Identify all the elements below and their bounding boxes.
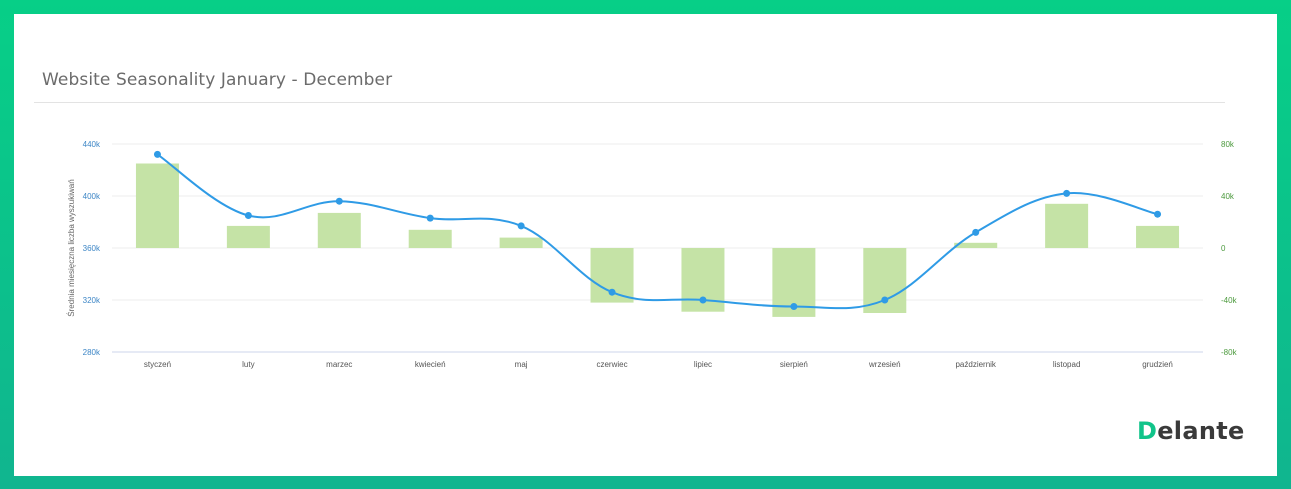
line-point bbox=[972, 228, 980, 236]
x-axis-tick-label: marzec bbox=[326, 360, 352, 369]
left-axis-tick-label: 320k bbox=[83, 296, 101, 305]
left-axis-tick-label: 440k bbox=[83, 140, 101, 149]
line-point bbox=[244, 212, 252, 219]
left-axis-title: Średnia miesięczna liczba wyszukiwań bbox=[67, 179, 76, 316]
left-axis-tick-label: 360k bbox=[83, 244, 101, 253]
x-axis-tick-label: październik bbox=[955, 360, 996, 369]
line-point bbox=[1154, 210, 1162, 218]
title-divider bbox=[34, 102, 1225, 103]
x-axis-tick-label: styczeń bbox=[144, 360, 171, 369]
x-axis-tick-label: czerwiec bbox=[596, 360, 627, 369]
right-axis-tick-label: 0 bbox=[1221, 244, 1226, 253]
right-axis-tick-label: -40k bbox=[1221, 296, 1238, 305]
bar bbox=[317, 212, 361, 248]
bar bbox=[135, 163, 179, 248]
x-axis-tick-label: kwiecień bbox=[415, 360, 446, 369]
line-point bbox=[517, 222, 525, 230]
bar bbox=[1045, 203, 1089, 248]
line-point bbox=[335, 197, 343, 205]
x-axis-tick-label: wrzesień bbox=[868, 360, 901, 369]
series-line bbox=[156, 153, 1158, 310]
right-axis-tick-label: 40k bbox=[1221, 192, 1235, 201]
x-axis-tick-label: sierpień bbox=[780, 360, 808, 369]
x-axis-tick-label: maj bbox=[515, 360, 528, 369]
delante-logo: Delante bbox=[1137, 417, 1245, 445]
x-axis-tick-label: listopad bbox=[1053, 360, 1081, 369]
left-axis-tick-label: 400k bbox=[83, 192, 101, 201]
right-axis-tick-label: -80k bbox=[1221, 348, 1238, 357]
line-point bbox=[608, 288, 616, 296]
bar bbox=[1136, 225, 1180, 248]
line-point bbox=[153, 150, 161, 158]
right-axis-tick-label: 80k bbox=[1221, 140, 1235, 149]
x-axis-tick-label: grudzień bbox=[1142, 360, 1173, 369]
line-point bbox=[1063, 189, 1071, 197]
bar bbox=[226, 225, 270, 248]
x-axis-tick-label: lipiec bbox=[694, 360, 712, 369]
bar bbox=[954, 242, 998, 248]
line-point bbox=[881, 296, 889, 304]
line-point bbox=[426, 214, 434, 222]
line-point bbox=[790, 303, 798, 310]
line-point bbox=[699, 296, 707, 304]
x-axis-tick-label: luty bbox=[242, 360, 254, 369]
chart-title: Website Seasonality January - December bbox=[42, 70, 393, 90]
bar bbox=[408, 229, 452, 248]
left-axis-tick-label: 280k bbox=[83, 348, 101, 357]
bar bbox=[499, 237, 543, 248]
